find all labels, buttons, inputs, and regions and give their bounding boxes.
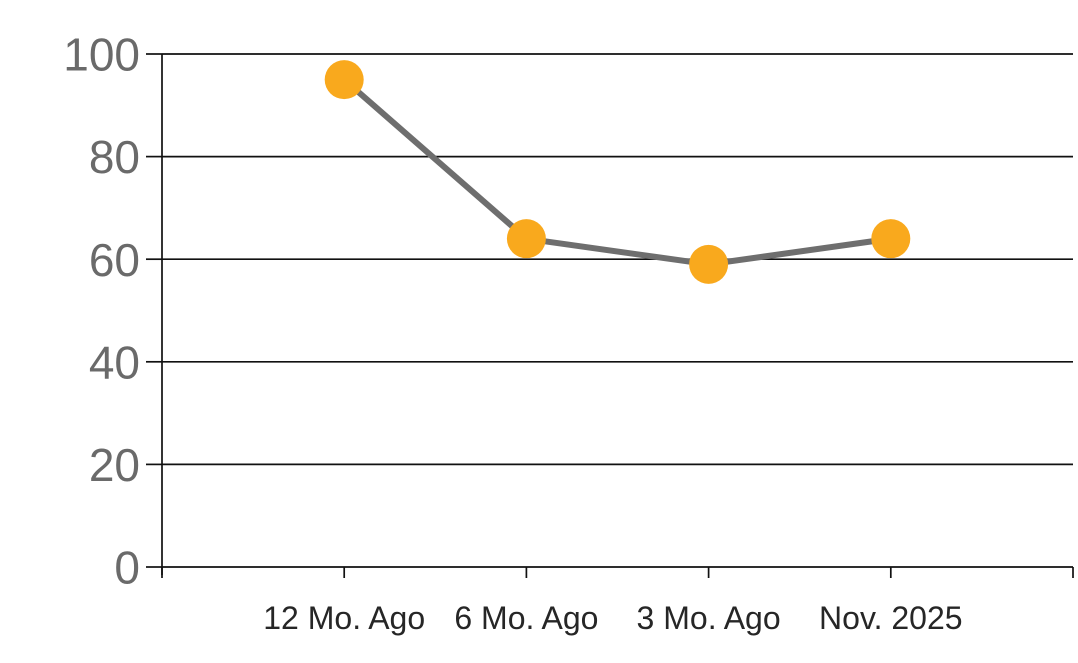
data-point-marker <box>871 219 911 259</box>
data-point-marker <box>324 60 364 100</box>
x-tick-label: Nov. 2025 <box>819 600 963 636</box>
data-point-marker <box>689 244 729 284</box>
y-tick-label: 40 <box>89 336 140 388</box>
y-axis-labels: 0 20 40 60 80 100 <box>63 29 140 594</box>
x-tick-label: 12 Mo. Ago <box>263 600 425 636</box>
y-tick-label: 0 <box>114 542 140 594</box>
y-tick-label: 80 <box>89 131 140 183</box>
y-tick-label: 100 <box>63 29 140 81</box>
data-point-marker <box>506 219 546 259</box>
x-axis-labels: 12 Mo. Ago 6 Mo. Ago 3 Mo. Ago Nov. 2025 <box>263 600 962 636</box>
y-tick-label: 20 <box>89 439 140 491</box>
y-tick-label: 60 <box>89 234 140 286</box>
data-points <box>324 60 911 284</box>
x-axis-ticks <box>161 567 1074 578</box>
gridlines <box>162 53 1073 568</box>
y-axis-ticks <box>146 53 162 568</box>
data-line <box>341 76 894 268</box>
x-tick-label: 3 Mo. Ago <box>637 600 781 636</box>
x-tick-label: 6 Mo. Ago <box>454 600 598 636</box>
